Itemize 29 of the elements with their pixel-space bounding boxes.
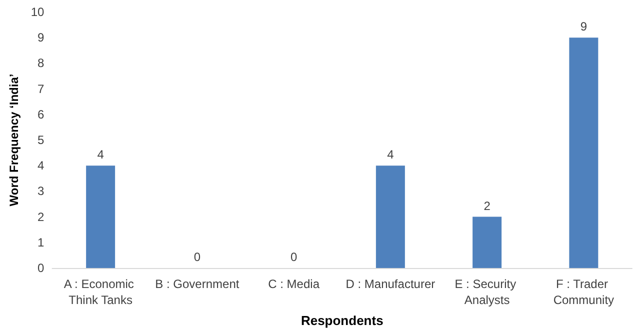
y-tick-label: 6 — [38, 107, 45, 122]
x-tick-label: A : Economic Think Tanks — [64, 277, 138, 307]
x-tick-label: B : Government — [155, 277, 240, 291]
data-label: 0 — [290, 250, 298, 264]
bar — [86, 166, 116, 268]
data-label: 4 — [97, 148, 104, 162]
data-label: 4 — [387, 148, 394, 162]
y-tick-label: 2 — [38, 210, 45, 224]
data-label: 0 — [194, 250, 201, 264]
y-tick-label: 7 — [38, 82, 45, 96]
y-tick-label: 9 — [38, 30, 45, 45]
bar — [376, 166, 405, 268]
x-axis-title: Respondents — [300, 313, 384, 328]
bar — [569, 38, 598, 268]
data-label: 2 — [484, 198, 491, 213]
data-label: 9 — [580, 20, 588, 34]
x-tick-label: E : Security Analysts — [454, 277, 520, 307]
x-tick-label: F : Trader Community — [553, 277, 614, 307]
y-tick-label: 0 — [38, 261, 45, 275]
y-tick-label: 10 — [30, 5, 45, 19]
x-tick-label: D : Manufacturer — [346, 277, 436, 291]
x-tick-label: C : Media — [268, 277, 320, 291]
y-tick-label: 8 — [38, 56, 45, 70]
y-tick-label: 1 — [38, 235, 45, 250]
y-tick-label: 4 — [38, 158, 45, 173]
y-tick-label: 3 — [38, 184, 45, 198]
bar — [472, 216, 502, 268]
y-tick-label: 5 — [38, 133, 45, 147]
y-axis-title: Word Frequency ‘India’ — [7, 74, 21, 206]
